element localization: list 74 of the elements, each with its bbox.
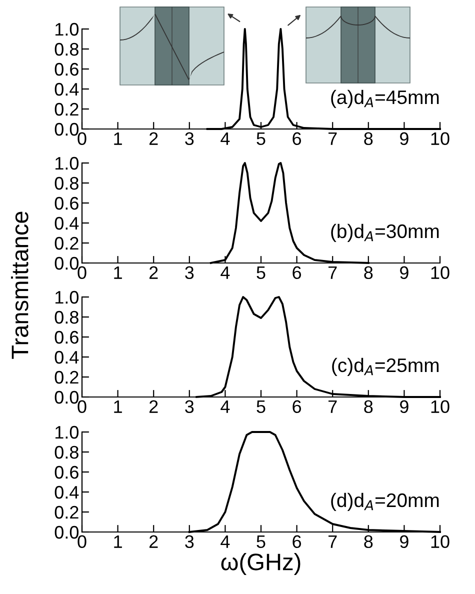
y-tick-label: 0.4 bbox=[54, 216, 79, 230]
x-axis-title: ω(GHz) bbox=[221, 553, 300, 575]
x-tick-label: 1 bbox=[114, 266, 122, 279]
y-tick-label: 1.0 bbox=[56, 156, 79, 170]
x-tick-label: 0 bbox=[78, 132, 86, 146]
y-tick-label: 0.0 bbox=[54, 256, 79, 270]
x-tick-label: 5 bbox=[256, 400, 266, 414]
x-tick-label: 0 bbox=[78, 400, 86, 414]
y-tick-label: 0.6 bbox=[54, 196, 78, 210]
y-tick-label: 0.6 bbox=[54, 62, 78, 76]
x-tick-label: 10 bbox=[431, 132, 450, 146]
x-tick-label: 10 bbox=[431, 266, 450, 280]
y-tick-label: 0.2 bbox=[54, 370, 78, 384]
x-tick-label: 3 bbox=[185, 132, 194, 146]
x-tick-label: 3 bbox=[185, 535, 194, 548]
x-tick-label: 7 bbox=[328, 266, 337, 279]
y-tick-label: 0.8 bbox=[54, 176, 78, 190]
y-tick-label: 0.0 bbox=[54, 122, 79, 136]
x-tick-label: 4 bbox=[220, 535, 230, 548]
x-tick-label: 6 bbox=[292, 266, 302, 280]
x-tick-label: 6 bbox=[292, 535, 302, 548]
x-tick-label: 2 bbox=[149, 535, 158, 548]
y-tick-label: 0.8 bbox=[54, 42, 78, 56]
y-tick-label: 0.4 bbox=[54, 82, 79, 96]
y-tick-label: 1.0 bbox=[56, 22, 79, 36]
x-tick-label: 5 bbox=[256, 266, 266, 280]
x-tick-label: 4 bbox=[220, 400, 230, 413]
x-tick-label: 1 bbox=[114, 535, 122, 548]
x-tick-label: 4 bbox=[220, 266, 230, 279]
x-tick-label: 10 bbox=[431, 400, 450, 414]
annotation: (d)d$_{A}$=20mm bbox=[331, 492, 439, 511]
x-tick-label: 1 bbox=[114, 132, 122, 145]
annotation: (c)d$_{A}$=25mm bbox=[332, 358, 439, 376]
annotation: (b)d$_{A}$=30mm bbox=[331, 224, 439, 242]
x-tick-label: 6 bbox=[292, 400, 302, 414]
x-tick-label: 0 bbox=[78, 266, 86, 280]
x-tick-label: 4 bbox=[220, 132, 230, 145]
x-tick-label: 9 bbox=[400, 266, 408, 280]
y-tick-label: 0.2 bbox=[54, 506, 78, 519]
y-tick-label: 0.2 bbox=[54, 236, 78, 250]
x-tick-label: 6 bbox=[292, 132, 302, 146]
x-tick-label: 0 bbox=[78, 535, 86, 548]
y-tick-label: 0.4 bbox=[54, 486, 79, 499]
x-tick-label: 8 bbox=[364, 132, 373, 146]
y-axis-title: Transmittance bbox=[10, 212, 28, 359]
x-tick-label: 7 bbox=[328, 535, 337, 548]
y-tick-label: 0.6 bbox=[54, 466, 78, 479]
x-tick-label: 1 bbox=[114, 400, 122, 413]
x-tick-label: 5 bbox=[256, 535, 266, 548]
x-tick-label: 2 bbox=[149, 266, 158, 279]
x-tick-label: 9 bbox=[400, 400, 408, 414]
x-tick-label: 7 bbox=[328, 400, 337, 413]
y-tick-label: 0.4 bbox=[54, 350, 79, 364]
y-tick-label: 0.6 bbox=[54, 330, 78, 344]
x-tick-label: 3 bbox=[185, 266, 194, 280]
annotation: (a)d$_{A}$=45mm bbox=[331, 90, 439, 108]
x-tick-label: 8 bbox=[364, 266, 373, 280]
x-tick-label: 2 bbox=[149, 400, 158, 413]
y-tick-label: 0.0 bbox=[54, 526, 79, 539]
x-tick-label: 8 bbox=[364, 535, 373, 548]
x-tick-label: 8 bbox=[364, 400, 373, 414]
y-tick-label: 1.0 bbox=[56, 290, 79, 304]
x-tick-label: 9 bbox=[400, 535, 408, 548]
x-tick-label: 10 bbox=[431, 535, 450, 548]
x-tick-label: 7 bbox=[328, 132, 337, 145]
y-tick-label: 0.8 bbox=[54, 310, 78, 324]
x-tick-label: 2 bbox=[149, 132, 158, 145]
y-tick-label: 0.0 bbox=[54, 390, 79, 404]
x-tick-label: 5 bbox=[256, 132, 266, 146]
y-tick-label: 0.8 bbox=[54, 446, 78, 459]
y-tick-label: 1.0 bbox=[56, 426, 79, 439]
x-tick-label: 9 bbox=[400, 132, 408, 146]
y-tick-label: 0.2 bbox=[54, 102, 78, 116]
x-tick-label: 3 bbox=[185, 400, 194, 414]
